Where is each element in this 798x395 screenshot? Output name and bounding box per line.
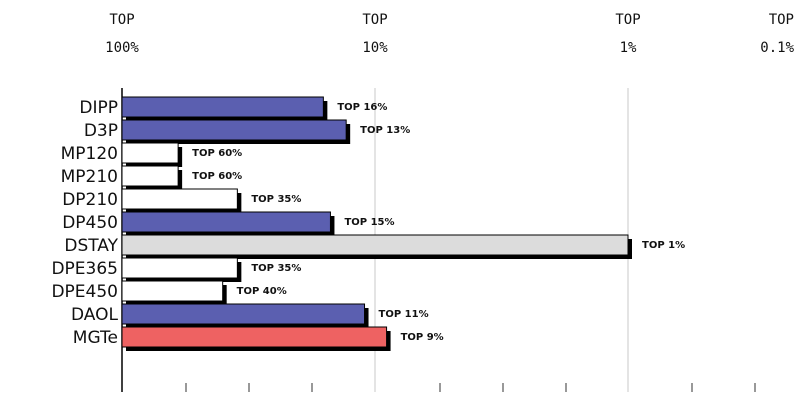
bar (121, 234, 629, 256)
bar-value-label: TOP 60% (192, 171, 242, 182)
bar (121, 142, 179, 164)
axis-tick-label-value: 10% (362, 40, 388, 56)
category-label: DPE365 (51, 259, 118, 279)
bar-value-label: TOP 16% (337, 102, 387, 113)
bar-value-label: TOP 40% (237, 286, 287, 297)
category-label: DAOL (71, 305, 119, 325)
axis-tick-label-top: TOP (769, 12, 794, 28)
category-label: MP120 (61, 144, 118, 164)
bar (121, 257, 238, 279)
axis-tick-label-value: 1% (620, 40, 637, 56)
axis-tick-label-top: TOP (362, 12, 387, 28)
bar-value-label: TOP 15% (344, 217, 394, 228)
bar (121, 211, 331, 233)
bar-value-label: TOP 60% (192, 148, 242, 159)
category-label: DP450 (62, 213, 118, 233)
bar (121, 165, 179, 187)
bar (121, 326, 388, 348)
bar-value-label: TOP 35% (251, 263, 301, 274)
axis-tick-label-value: 100% (105, 40, 139, 56)
bar-value-label: TOP 11% (379, 309, 429, 320)
axis-tick-label-top: TOP (615, 12, 640, 28)
category-label: MP210 (61, 167, 118, 187)
category-label: DSTAY (64, 236, 118, 256)
category-label: D3P (84, 121, 118, 141)
category-label: DPE450 (51, 282, 118, 302)
axis-tick-label-top: TOP (109, 12, 134, 28)
bar (121, 280, 224, 302)
bar (121, 303, 366, 325)
axis-tick-label-value: 0.1% (760, 40, 794, 56)
bar-value-label: TOP 9% (401, 332, 444, 343)
category-label: MGTe (73, 328, 118, 348)
bar (121, 119, 347, 141)
bar-value-label: TOP 35% (251, 194, 301, 205)
bar (121, 96, 324, 118)
bar-value-label: TOP 1% (642, 240, 685, 251)
category-label: DIPP (79, 98, 118, 118)
bar (121, 188, 238, 210)
bar-value-label: TOP 13% (360, 125, 410, 136)
category-label: DP210 (62, 190, 118, 210)
